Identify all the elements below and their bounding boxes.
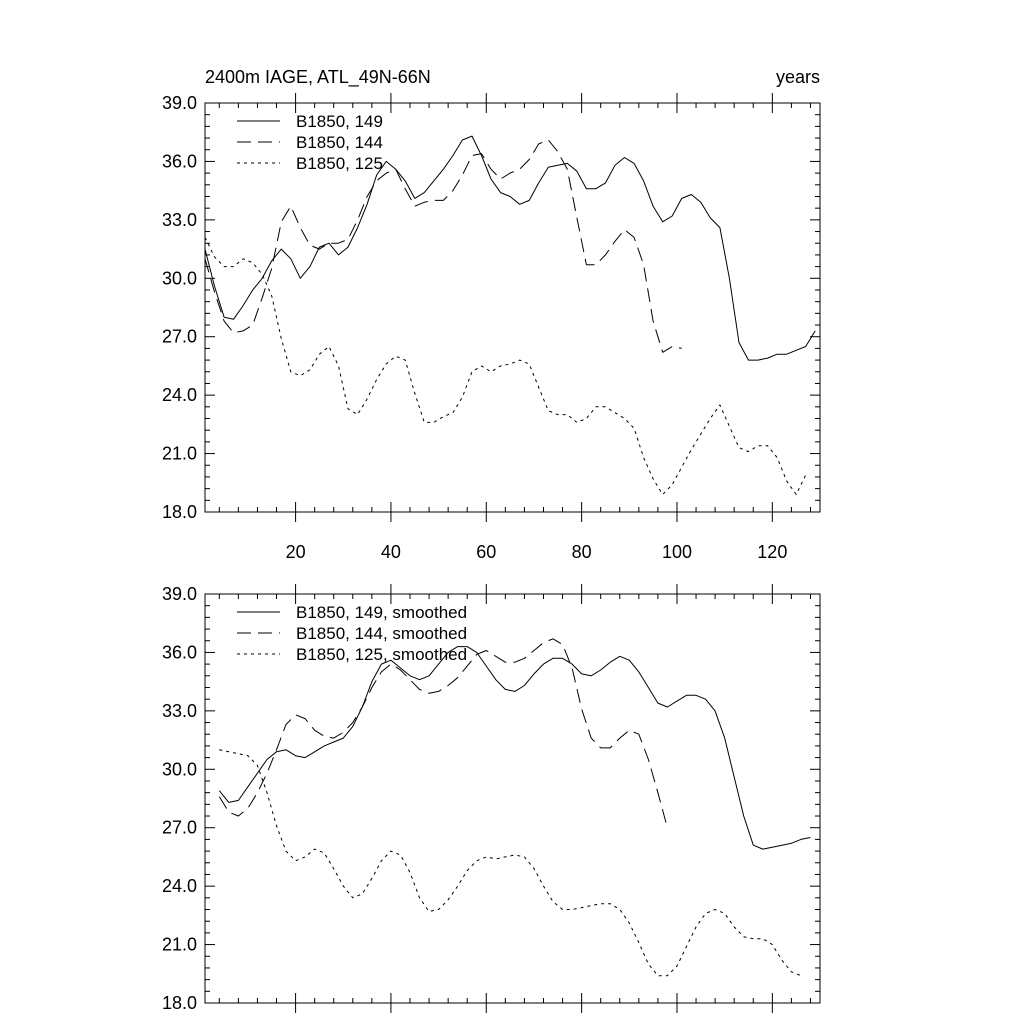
- x-tick-label: 80: [572, 542, 592, 562]
- legend-label: B1850, 125, smoothed: [296, 645, 467, 664]
- y-tick-label: 21.0: [162, 444, 197, 464]
- legend-label: B1850, 144: [296, 133, 383, 152]
- series-line-dashed: [218, 638, 668, 828]
- y-tick-label: 21.0: [162, 935, 197, 955]
- legend-label: B1850, 149: [296, 112, 383, 131]
- plot-frame: [204, 593, 821, 1004]
- bottom-panel: 18.0 21.0 24.0 27.0 30.0 33.0 36.0 39.0 B1850, 1…: [162, 584, 821, 1013]
- series-line-dotted: [219, 749, 802, 977]
- legend-label: B1850, 125: [296, 154, 383, 173]
- y-tick-label: 33.0: [162, 701, 197, 721]
- y-tick-label: 36.0: [162, 642, 197, 662]
- x-tick-label: 20: [286, 542, 306, 562]
- y-tick-label: 39.0: [162, 93, 197, 113]
- plot-frame: [204, 102, 821, 513]
- x-tick-label: 40: [381, 542, 401, 562]
- x-tick-label: 100: [662, 542, 692, 562]
- series-line-dashed: [204, 139, 682, 353]
- legend-label: B1850, 144, smoothed: [296, 624, 467, 643]
- legend-label: B1850, 149, smoothed: [296, 603, 467, 622]
- y-tick-label: 24.0: [162, 876, 197, 896]
- y-tick-label: 30.0: [162, 268, 197, 288]
- series-line-solid: [204, 135, 816, 361]
- y-tick-label: 30.0: [162, 759, 197, 779]
- y-tick-label: 33.0: [162, 210, 197, 230]
- units-label: years: [776, 67, 820, 87]
- y-tick-label: 36.0: [162, 151, 197, 171]
- chart-title: 2400m IAGE, ATL_49N-66N: [205, 67, 431, 88]
- series-line-solid: [218, 646, 811, 850]
- y-tick-label: 39.0: [162, 584, 197, 604]
- y-tick-label: 18.0: [162, 502, 197, 522]
- x-tick-label: 120: [757, 542, 787, 562]
- top-panel: 18.0 21.0 24.0 27.0 30.0 33.0 36.0 39.0 20 40 60 80…: [162, 67, 821, 562]
- y-tick-label: 27.0: [162, 818, 197, 838]
- series-line-dotted: [204, 237, 807, 495]
- y-tick-label: 24.0: [162, 385, 197, 405]
- y-tick-label: 18.0: [162, 993, 197, 1013]
- x-tick-label: 60: [476, 542, 496, 562]
- y-tick-label: 27.0: [162, 327, 197, 347]
